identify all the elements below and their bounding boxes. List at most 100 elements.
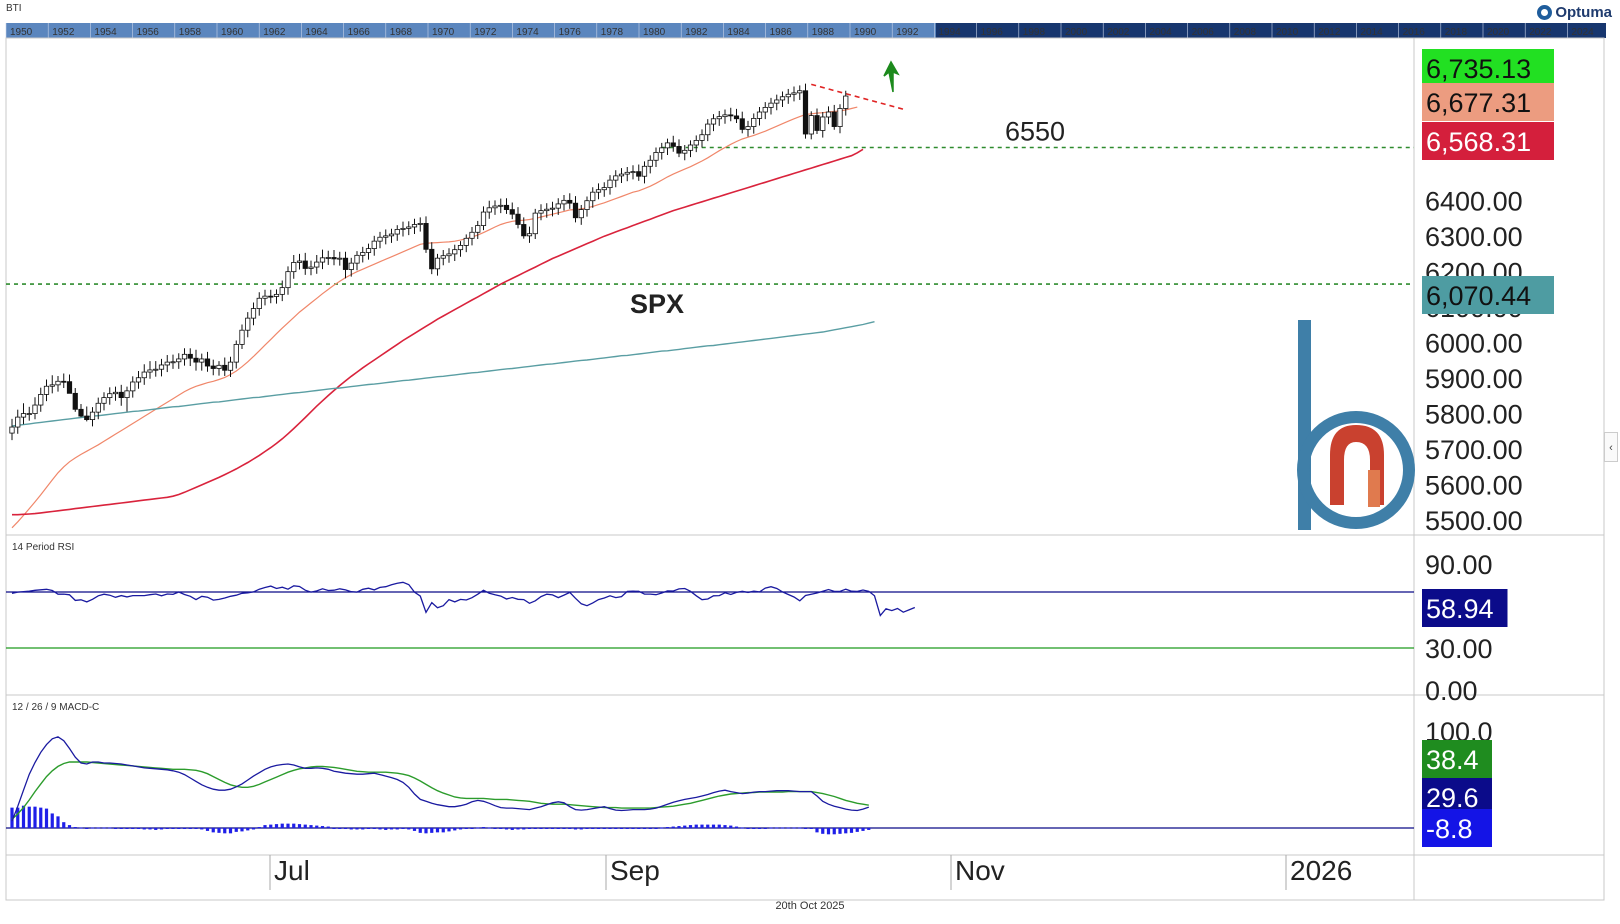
macd-histogram-bar [798, 827, 802, 829]
year-strip-highlight [6, 23, 936, 38]
candle-body [141, 371, 147, 379]
rsi-last-value-tag-box [1422, 589, 1508, 627]
macd-histogram-bar [522, 828, 526, 830]
candle-body [285, 271, 291, 289]
x-axis-label: Jul [274, 855, 310, 886]
macd-histogram-bar [10, 807, 14, 828]
macd-histogram-bar [470, 828, 474, 829]
candle-body [15, 416, 21, 428]
candle-body [492, 205, 498, 209]
year-strip-label: 1966 [348, 27, 371, 38]
price-axis-tick: 6000.00 [1425, 329, 1523, 359]
year-strip-label: 1986 [770, 27, 793, 38]
candle-body [365, 248, 372, 253]
candle-body [233, 343, 239, 363]
rsi-pane-title: 14 Period RSI [12, 542, 74, 553]
x-axis-label: 2026 [1290, 855, 1352, 886]
year-strip-label: 2012 [1318, 27, 1341, 38]
candle-body [371, 240, 377, 250]
macd-histogram-bar [792, 827, 796, 829]
candle-body [785, 93, 791, 98]
horizontal-level-label: 6550 [1005, 116, 1065, 146]
macd-histogram-bar [717, 824, 721, 828]
macd-histogram-bar [96, 827, 100, 829]
candle-body [337, 257, 343, 260]
collapse-panel-button[interactable]: ‹ [1604, 432, 1618, 462]
price-axis-tick: 5800.00 [1425, 400, 1523, 430]
year-strip-label: 1974 [516, 27, 539, 38]
year-strip-label: 2002 [1107, 27, 1130, 38]
candle-body [636, 171, 642, 177]
candle-body [728, 114, 734, 117]
macd-histogram-bar [660, 827, 664, 829]
macd-histogram-bar [159, 828, 164, 830]
candle-body [549, 207, 556, 210]
macd-histogram-bar [481, 827, 486, 829]
optuma-logo-icon [1537, 5, 1553, 20]
macd-last-value-tag-box [1422, 809, 1492, 847]
macd-histogram-bar [780, 827, 785, 829]
year-strip-label: 1996 [981, 27, 1004, 38]
candle-body [158, 364, 165, 370]
candle-body [279, 287, 285, 295]
rsi-line [11, 581, 916, 617]
macd-histogram-bar [211, 828, 215, 833]
macd-histogram-bar [510, 828, 514, 830]
candle-body [193, 357, 199, 363]
macd-histogram-bar [142, 828, 146, 830]
optuma-logo-text: Optuma [1555, 4, 1612, 21]
macd-histogram-bar [453, 828, 457, 831]
candle-body [423, 223, 429, 250]
macd-histogram-bar [315, 825, 319, 828]
price-axis-tick: 5700.00 [1425, 435, 1523, 465]
macd-histogram-bar [234, 828, 238, 832]
macd-histogram-bar [108, 827, 112, 829]
candle-body [216, 364, 222, 369]
candle-body [544, 208, 550, 212]
price-axis-tick: 5500.00 [1425, 506, 1523, 536]
macd-histogram-bar [740, 827, 744, 829]
year-strip-label: 1980 [643, 27, 666, 38]
macd-histogram-bar [297, 824, 302, 828]
candle-body [440, 255, 446, 259]
macd-histogram-bar [803, 828, 808, 829]
macd-histogram-bar [274, 824, 279, 828]
macd-histogram-bar [79, 827, 83, 829]
macd-histogram-bar [568, 828, 572, 829]
candle-body [406, 226, 412, 229]
macd-histogram-bar [418, 828, 422, 833]
candle-body [797, 90, 803, 94]
macd-histogram-bar [861, 828, 865, 831]
year-strip-label: 2006 [1192, 27, 1215, 38]
year-strip-label: 1954 [94, 27, 117, 38]
candle-body [716, 116, 722, 120]
candle-body [164, 361, 170, 366]
macd-histogram-bar [125, 828, 129, 829]
candle-body [434, 257, 441, 270]
macd-histogram-bar [516, 828, 520, 830]
macd-histogram-bar [177, 828, 181, 829]
candle-body [774, 99, 780, 104]
macd-last-value-tag-box [1422, 740, 1492, 778]
macd-histogram-bar [711, 824, 716, 828]
candle-body [618, 173, 625, 177]
macd-histogram-bar [338, 828, 342, 829]
year-strip-label: 1970 [432, 27, 455, 38]
watermark-title: SPX [630, 289, 684, 319]
macd-histogram-bar [838, 828, 842, 834]
price-axis-tick: 5600.00 [1425, 471, 1523, 501]
year-strip-label: 2014 [1360, 27, 1383, 38]
year-strip-label: 2022 [1529, 27, 1552, 38]
candle-body [118, 391, 124, 399]
price-last-value-tag: 6,568.31 [1426, 127, 1531, 157]
macd-histogram-bar [493, 828, 497, 829]
candle-body [607, 179, 613, 188]
candle-body [843, 95, 849, 109]
year-strip-label: 1958 [179, 27, 202, 38]
candle-body [101, 397, 107, 404]
candle-body [710, 118, 717, 125]
candle-body [308, 266, 314, 269]
candle-body [222, 364, 228, 371]
